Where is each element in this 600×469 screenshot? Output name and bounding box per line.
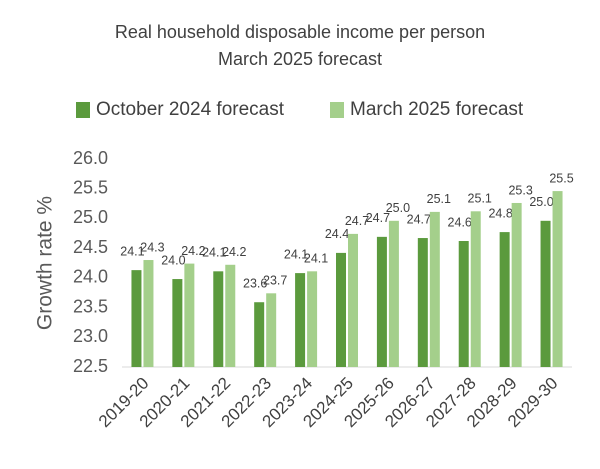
legend-label: March 2025 forecast [350,99,524,120]
bar [213,271,224,367]
data-label: 24.0 [161,253,185,267]
y-tick-label: 24.0 [73,267,108,287]
data-label: 25.1 [427,192,451,206]
y-tick-label: 22.5 [73,356,108,376]
y-tick-label: 23.0 [73,326,108,346]
bar [417,238,428,367]
y-tick-label: 25.5 [73,177,108,197]
bar [470,211,481,367]
data-label: 24.7 [366,211,390,225]
bar [348,233,358,367]
legend-swatch [330,102,344,118]
bar [429,211,440,367]
bar [307,271,318,367]
data-label: 24.2 [181,244,205,258]
legend-label: October 2024 forecast [96,99,285,120]
y-tick-label: 23.5 [73,296,108,316]
bar [131,270,142,367]
bar [458,241,469,367]
bar [266,293,277,367]
bar [552,191,563,367]
data-label: 24.1 [284,247,308,261]
bar [254,302,265,367]
bar [143,260,154,367]
data-label: 24.3 [140,240,164,254]
bar [336,252,346,367]
data-label: 24.7 [407,212,431,226]
data-label: 23.6 [243,277,267,291]
bar [540,220,551,367]
chart-subtitle: March 2025 forecast [218,49,382,69]
chart-title: Real household disposable income per per… [115,22,485,42]
bar [376,236,387,367]
bar [295,273,306,367]
bar [172,279,183,367]
y-tick-label: 25.0 [73,207,108,227]
data-label: 24.7 [345,214,369,228]
data-label: 25.3 [508,183,532,197]
data-label: 24.1 [304,252,328,266]
data-label: 24.1 [202,246,226,260]
data-label: 24.2 [222,245,246,259]
y-axis-label: Growth rate % [34,196,57,330]
data-label: 24.4 [325,227,349,241]
data-label: 23.7 [263,274,287,288]
bar [499,232,510,367]
legend-swatch [76,102,90,118]
data-label: 25.5 [549,171,573,185]
data-label: 25.0 [529,195,553,209]
data-label: 24.8 [488,206,512,220]
bar [225,264,236,367]
data-label: 24.1 [120,244,144,258]
data-label: 25.1 [468,192,492,206]
bar [511,202,522,367]
bar [388,220,399,367]
data-label: 25.0 [386,201,410,215]
y-tick-label: 26.0 [73,148,108,168]
y-tick-label: 24.5 [73,237,108,257]
bar [184,263,195,367]
data-label: 24.6 [448,215,472,229]
